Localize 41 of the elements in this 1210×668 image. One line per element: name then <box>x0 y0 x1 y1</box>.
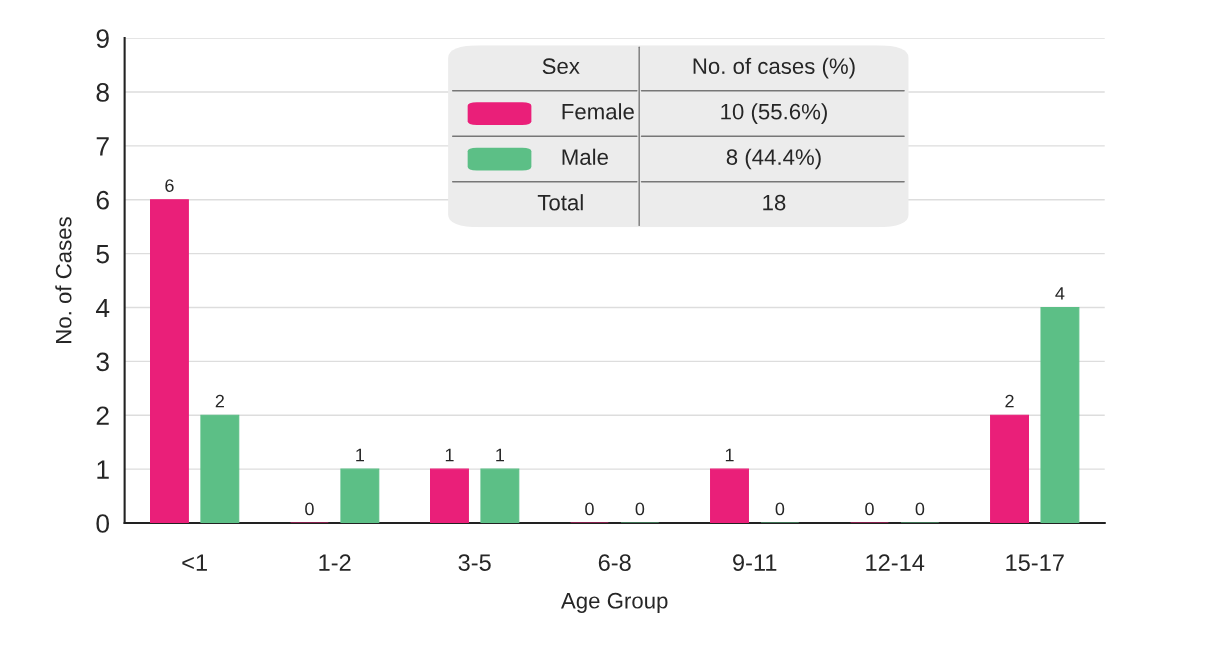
x-tick-label: 15-17 <box>1006 554 1064 571</box>
annotation: Total <box>537 194 583 211</box>
y-tick-label: 8 <box>96 83 109 102</box>
x-axis-title: Age Group <box>560 592 668 613</box>
y-tick-label: 6 <box>96 190 109 210</box>
x-tick-label: <1 <box>182 554 207 571</box>
data-label: 1 <box>356 448 364 462</box>
y-tick-label: 9 <box>96 29 109 48</box>
legend-label: Male <box>562 148 608 165</box>
x-tick-label: 1-2 <box>319 554 351 571</box>
data-label: 1 <box>445 448 454 462</box>
x-tick-label: 6-8 <box>598 554 631 571</box>
legend-label: Female <box>562 103 634 120</box>
data-label: 2 <box>215 394 224 408</box>
data-label: 0 <box>305 502 314 516</box>
y-tick-label: 2 <box>96 406 109 425</box>
data-label: 6 <box>165 179 174 192</box>
data-label: 2 <box>1005 394 1014 408</box>
y-tick-label: 7 <box>96 137 109 156</box>
y-tick-label: 4 <box>95 298 110 318</box>
annotation: 8 (44.4%) <box>726 148 821 170</box>
x-tick-label: 3-5 <box>458 554 491 571</box>
data-label: 0 <box>635 502 645 516</box>
x-tick-label: 12-14 <box>866 554 925 571</box>
data-label: 0 <box>585 502 594 516</box>
y-tick-label: 5 <box>96 245 109 264</box>
data-label: 0 <box>775 502 785 516</box>
data-label: 0 <box>915 502 925 516</box>
data-label: 1 <box>725 448 734 462</box>
y-tick-label: 1 <box>97 460 109 479</box>
y-axis-title: No. of Cases <box>55 217 72 343</box>
annotation: 10 (55.6%) <box>721 103 827 124</box>
data-label: 4 <box>1055 287 1065 300</box>
y-tick-label: 0 <box>96 514 110 533</box>
data-label: 0 <box>865 502 874 516</box>
y-tick-label: 3 <box>96 352 109 372</box>
x-tick-label: 9-11 <box>733 554 777 571</box>
annotation: 18 <box>763 194 786 211</box>
data-label: 1 <box>496 448 505 462</box>
annotation: No. of cases (%) <box>693 57 855 79</box>
legend-title: Sex <box>542 58 580 75</box>
